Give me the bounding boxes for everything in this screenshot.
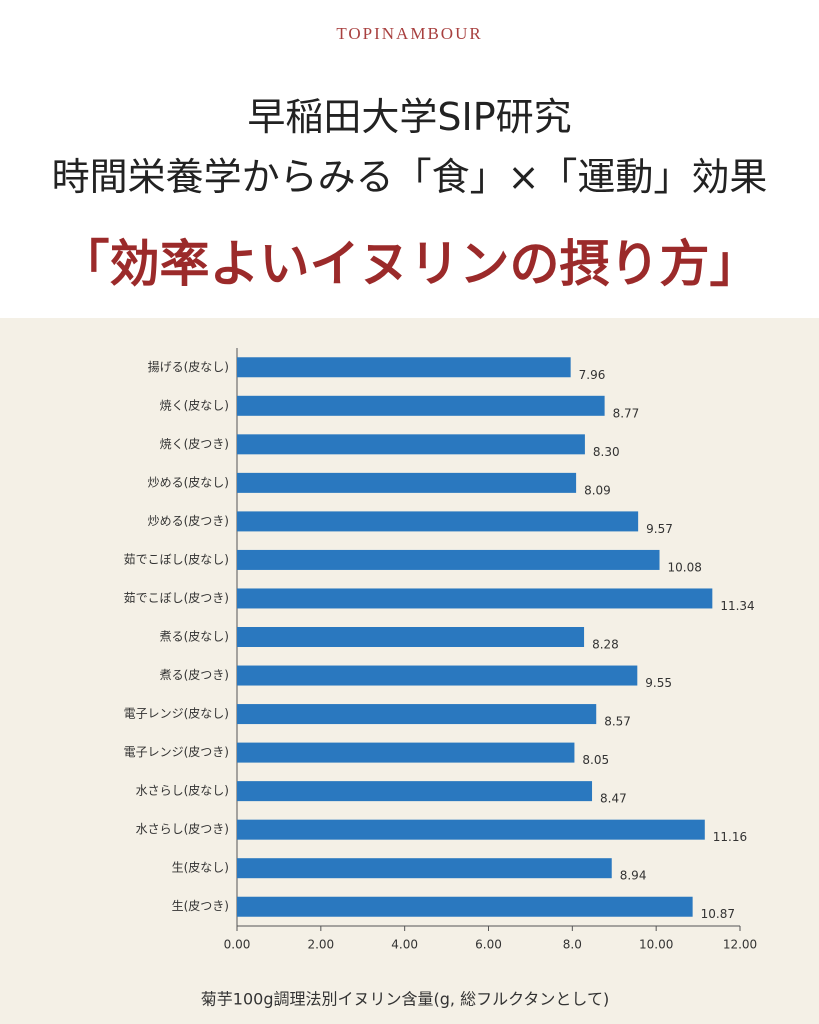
y-tick-label: 炒める(皮なし) bbox=[148, 475, 229, 489]
y-tick-label: 電子レンジ(皮つき) bbox=[124, 745, 229, 759]
y-tick-label: 水さらし(皮なし) bbox=[136, 784, 229, 798]
x-tick-label: 2.00 bbox=[307, 938, 334, 952]
value-label: 8.47 bbox=[600, 792, 627, 806]
x-tick-label: 4.00 bbox=[391, 938, 418, 952]
bar bbox=[237, 858, 612, 879]
y-tick-label: 生(皮なし) bbox=[172, 861, 229, 875]
bar bbox=[237, 627, 585, 647]
value-label: 9.55 bbox=[645, 676, 672, 690]
bar bbox=[237, 819, 705, 840]
y-tick-label: 揚げる(皮なし) bbox=[148, 360, 229, 374]
value-label: 8.94 bbox=[620, 869, 647, 883]
x-tick-label: 0.00 bbox=[224, 938, 251, 952]
bar bbox=[237, 395, 605, 416]
y-tick-label: 煮る(皮つき) bbox=[160, 668, 229, 682]
bar bbox=[237, 781, 593, 802]
bar bbox=[237, 357, 571, 378]
value-label: 11.16 bbox=[713, 830, 747, 844]
x-tick-label: 8.0 bbox=[563, 938, 582, 952]
x-tick-label: 12.00 bbox=[723, 938, 757, 952]
value-label: 7.96 bbox=[579, 368, 606, 382]
headline: 「効率よいイヌリンの摂り方」 bbox=[59, 234, 760, 293]
title-line: 時間栄養学からみる「食」×「運動」効果 bbox=[51, 155, 768, 199]
title-line: 早稲田大学SIP研究 bbox=[247, 95, 572, 139]
bar bbox=[237, 511, 639, 532]
bar bbox=[237, 704, 597, 725]
x-tick-label: 6.00 bbox=[475, 938, 502, 952]
value-label: 8.28 bbox=[592, 638, 619, 652]
y-tick-label: 炒める(皮つき) bbox=[148, 514, 229, 528]
value-label: 8.77 bbox=[613, 406, 640, 420]
value-label: 9.57 bbox=[646, 522, 673, 536]
y-tick-label: 茹でこぼし(皮つき) bbox=[124, 591, 229, 605]
chart: 菊芋100g調理法別イヌリン含量(g, 総フルクタンとして) 0.00 2.00 4… bbox=[0, 318, 819, 1024]
value-label: 8.30 bbox=[593, 445, 620, 459]
bar bbox=[237, 665, 638, 686]
value-label: 8.57 bbox=[604, 715, 631, 729]
value-label: 11.34 bbox=[720, 599, 754, 613]
y-tick-label: 生(皮つき) bbox=[172, 899, 229, 913]
bar bbox=[237, 742, 575, 763]
value-label: 10.08 bbox=[668, 560, 702, 574]
x-tick-label: 10.00 bbox=[639, 938, 673, 952]
value-label: 10.87 bbox=[701, 907, 735, 921]
bar bbox=[237, 896, 693, 917]
y-tick-label: 焼く(皮つき) bbox=[160, 437, 229, 451]
y-tick-label: 煮る(皮なし) bbox=[160, 630, 229, 644]
brand: TOPINAMBOUR bbox=[336, 24, 483, 43]
bar bbox=[237, 588, 713, 609]
y-tick-label: 電子レンジ(皮なし) bbox=[124, 707, 229, 721]
bar bbox=[237, 549, 660, 570]
chart-caption: 菊芋100g調理法別イヌリン含量(g, 総フルクタンとして) bbox=[201, 990, 609, 1009]
value-label: 8.05 bbox=[582, 753, 609, 767]
value-label: 8.09 bbox=[584, 483, 611, 497]
y-tick-label: 焼く(皮なし) bbox=[160, 398, 229, 412]
bar bbox=[237, 434, 585, 455]
bar bbox=[237, 472, 577, 493]
y-tick-label: 茹でこぼし(皮なし) bbox=[124, 552, 229, 566]
y-tick-label: 水さらし(皮つき) bbox=[136, 822, 229, 836]
